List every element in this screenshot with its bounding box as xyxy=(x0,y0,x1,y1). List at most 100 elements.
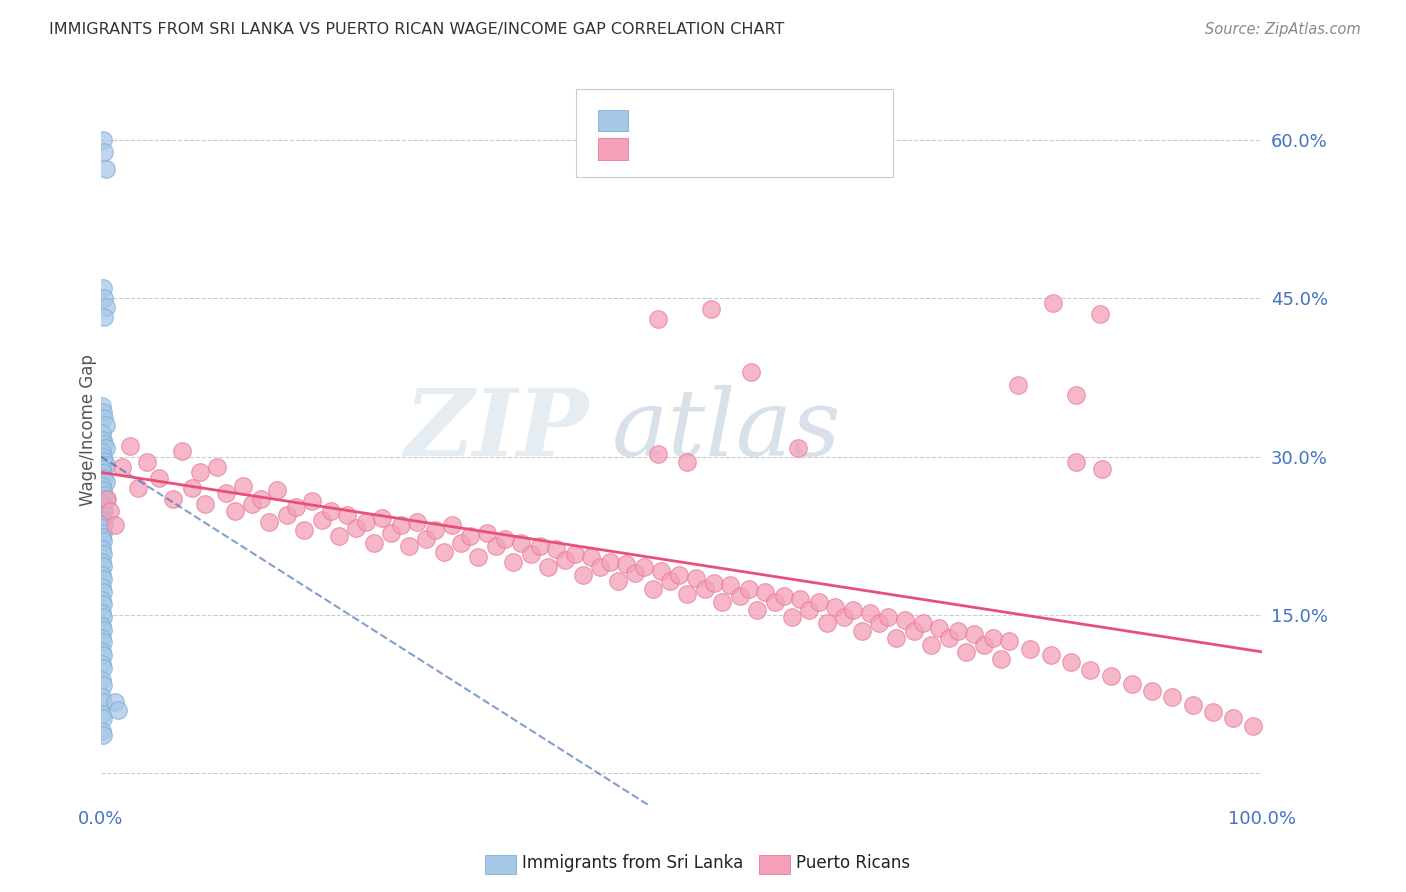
Point xyxy=(104,695,127,709)
Point xyxy=(606,574,628,589)
Point xyxy=(738,582,761,596)
Point xyxy=(1091,462,1114,476)
Text: 131: 131 xyxy=(792,136,825,154)
Y-axis label: Wage/Income Gap: Wage/Income Gap xyxy=(79,354,97,506)
Point xyxy=(91,450,114,464)
Point xyxy=(450,536,472,550)
Point xyxy=(91,405,114,419)
Point xyxy=(624,566,647,580)
Point xyxy=(194,497,217,511)
Point xyxy=(614,558,637,572)
Text: N =: N = xyxy=(752,136,792,154)
Point xyxy=(91,606,114,620)
Point xyxy=(718,578,741,592)
Text: R =: R = xyxy=(640,136,679,154)
Point xyxy=(963,627,986,641)
Point xyxy=(851,624,873,638)
Point xyxy=(91,483,114,498)
Point xyxy=(955,645,977,659)
Point xyxy=(91,593,114,607)
Point xyxy=(93,487,115,501)
Point xyxy=(510,536,533,550)
Point xyxy=(91,644,114,658)
Point xyxy=(554,553,576,567)
Point xyxy=(91,500,114,515)
Point xyxy=(91,581,114,595)
Point xyxy=(91,496,114,510)
Point xyxy=(589,560,612,574)
Point xyxy=(789,592,811,607)
Point xyxy=(91,559,114,574)
Point xyxy=(172,444,194,458)
Text: -0.524: -0.524 xyxy=(682,136,740,154)
Point xyxy=(641,582,664,596)
Point xyxy=(250,491,273,506)
Point xyxy=(711,595,734,609)
Point xyxy=(998,634,1021,648)
Point xyxy=(432,544,454,558)
Text: -0.070: -0.070 xyxy=(682,108,740,126)
Point xyxy=(94,441,117,455)
Point xyxy=(91,530,114,544)
Point xyxy=(136,455,159,469)
Point xyxy=(938,631,960,645)
Point xyxy=(728,589,751,603)
Point xyxy=(205,460,228,475)
Point xyxy=(91,678,114,692)
Point xyxy=(266,483,288,498)
Point xyxy=(754,584,776,599)
Point xyxy=(188,466,211,480)
Point xyxy=(93,504,115,518)
Point xyxy=(91,610,114,624)
Point xyxy=(1160,690,1182,705)
Point xyxy=(91,584,114,599)
Point xyxy=(118,439,141,453)
Point xyxy=(780,610,803,624)
Point xyxy=(94,300,117,314)
Point xyxy=(94,475,117,489)
Point xyxy=(91,479,114,493)
Point xyxy=(659,574,682,589)
Text: N =: N = xyxy=(752,108,792,126)
Point xyxy=(91,618,114,632)
Point xyxy=(1241,719,1264,733)
Point xyxy=(703,576,725,591)
Point xyxy=(94,458,117,472)
Point xyxy=(91,631,114,645)
Point xyxy=(676,455,699,469)
Point xyxy=(91,695,114,709)
Point xyxy=(363,536,385,550)
Point xyxy=(91,462,114,476)
Point xyxy=(93,411,115,425)
Point xyxy=(485,539,508,553)
Point xyxy=(91,707,114,722)
Point xyxy=(740,365,762,379)
Point xyxy=(772,589,794,603)
Point xyxy=(903,624,925,638)
Point xyxy=(546,542,568,557)
Point xyxy=(91,542,114,557)
Point xyxy=(91,623,114,637)
Point xyxy=(877,610,900,624)
Point xyxy=(1019,641,1042,656)
Point xyxy=(1140,684,1163,698)
Point xyxy=(91,399,114,413)
Point xyxy=(981,631,1004,645)
Point xyxy=(91,567,114,582)
Text: R =: R = xyxy=(640,108,679,126)
Point xyxy=(148,470,170,484)
Point xyxy=(745,602,768,616)
Point xyxy=(579,549,602,564)
Point xyxy=(668,567,690,582)
Point xyxy=(93,470,115,484)
Point xyxy=(647,447,669,461)
Point xyxy=(93,454,115,468)
Point xyxy=(91,445,114,459)
Point xyxy=(475,525,498,540)
Point xyxy=(91,635,114,649)
Point xyxy=(1066,455,1088,469)
Point xyxy=(832,610,855,624)
Point xyxy=(1202,705,1225,719)
Point xyxy=(599,555,621,569)
Point xyxy=(96,491,118,506)
